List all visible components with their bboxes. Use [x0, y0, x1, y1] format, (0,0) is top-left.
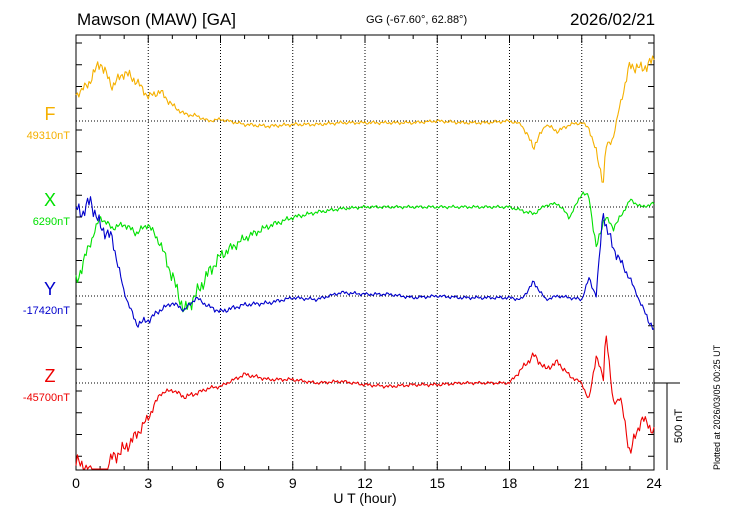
- chart-title: Mawson (MAW) [GA]: [77, 10, 236, 29]
- x-tick-label: 12: [357, 475, 373, 491]
- series-baseline-z: -45700nT: [23, 392, 70, 404]
- grid-lines: [76, 35, 654, 470]
- x-tick-label: 9: [289, 475, 297, 491]
- chart-date: 2026/02/21: [570, 10, 656, 29]
- x-tick-label: 24: [646, 475, 662, 491]
- x-tick-label: 0: [72, 475, 80, 491]
- series-line-f: [75, 55, 655, 183]
- series-line-y: [75, 196, 655, 330]
- series-line-x: [75, 191, 655, 313]
- series-name-f: F: [45, 104, 56, 124]
- series-baseline-f: 49310nT: [27, 130, 71, 142]
- series-baseline-x: 6290nT: [33, 216, 71, 228]
- x-tick-label: 3: [144, 475, 152, 491]
- scale-bar: 500 nT: [654, 382, 685, 470]
- x-tick-label: 15: [429, 475, 445, 491]
- x-tick-label: 21: [574, 475, 590, 491]
- series-name-z: Z: [45, 366, 56, 386]
- series-line-z: [75, 335, 655, 470]
- series-labels: F 49310nT X 6290nT Y -17420nT Z -45700nT: [23, 104, 70, 404]
- x-tick-label: 6: [217, 475, 225, 491]
- series-name-x: X: [44, 190, 56, 210]
- series-lines: [75, 55, 655, 470]
- scale-bar-label: 500 nT: [673, 409, 685, 444]
- x-axis-label: U T (hour): [333, 490, 396, 506]
- x-tick-labels: 0 3 6 9 12 15 18 21 24: [72, 475, 662, 491]
- station-coordinates: GG (-67.60°, 62.88°): [366, 14, 468, 26]
- series-baseline-y: -17420nT: [23, 305, 70, 317]
- series-name-y: Y: [44, 279, 56, 299]
- x-tick-label: 18: [502, 475, 518, 491]
